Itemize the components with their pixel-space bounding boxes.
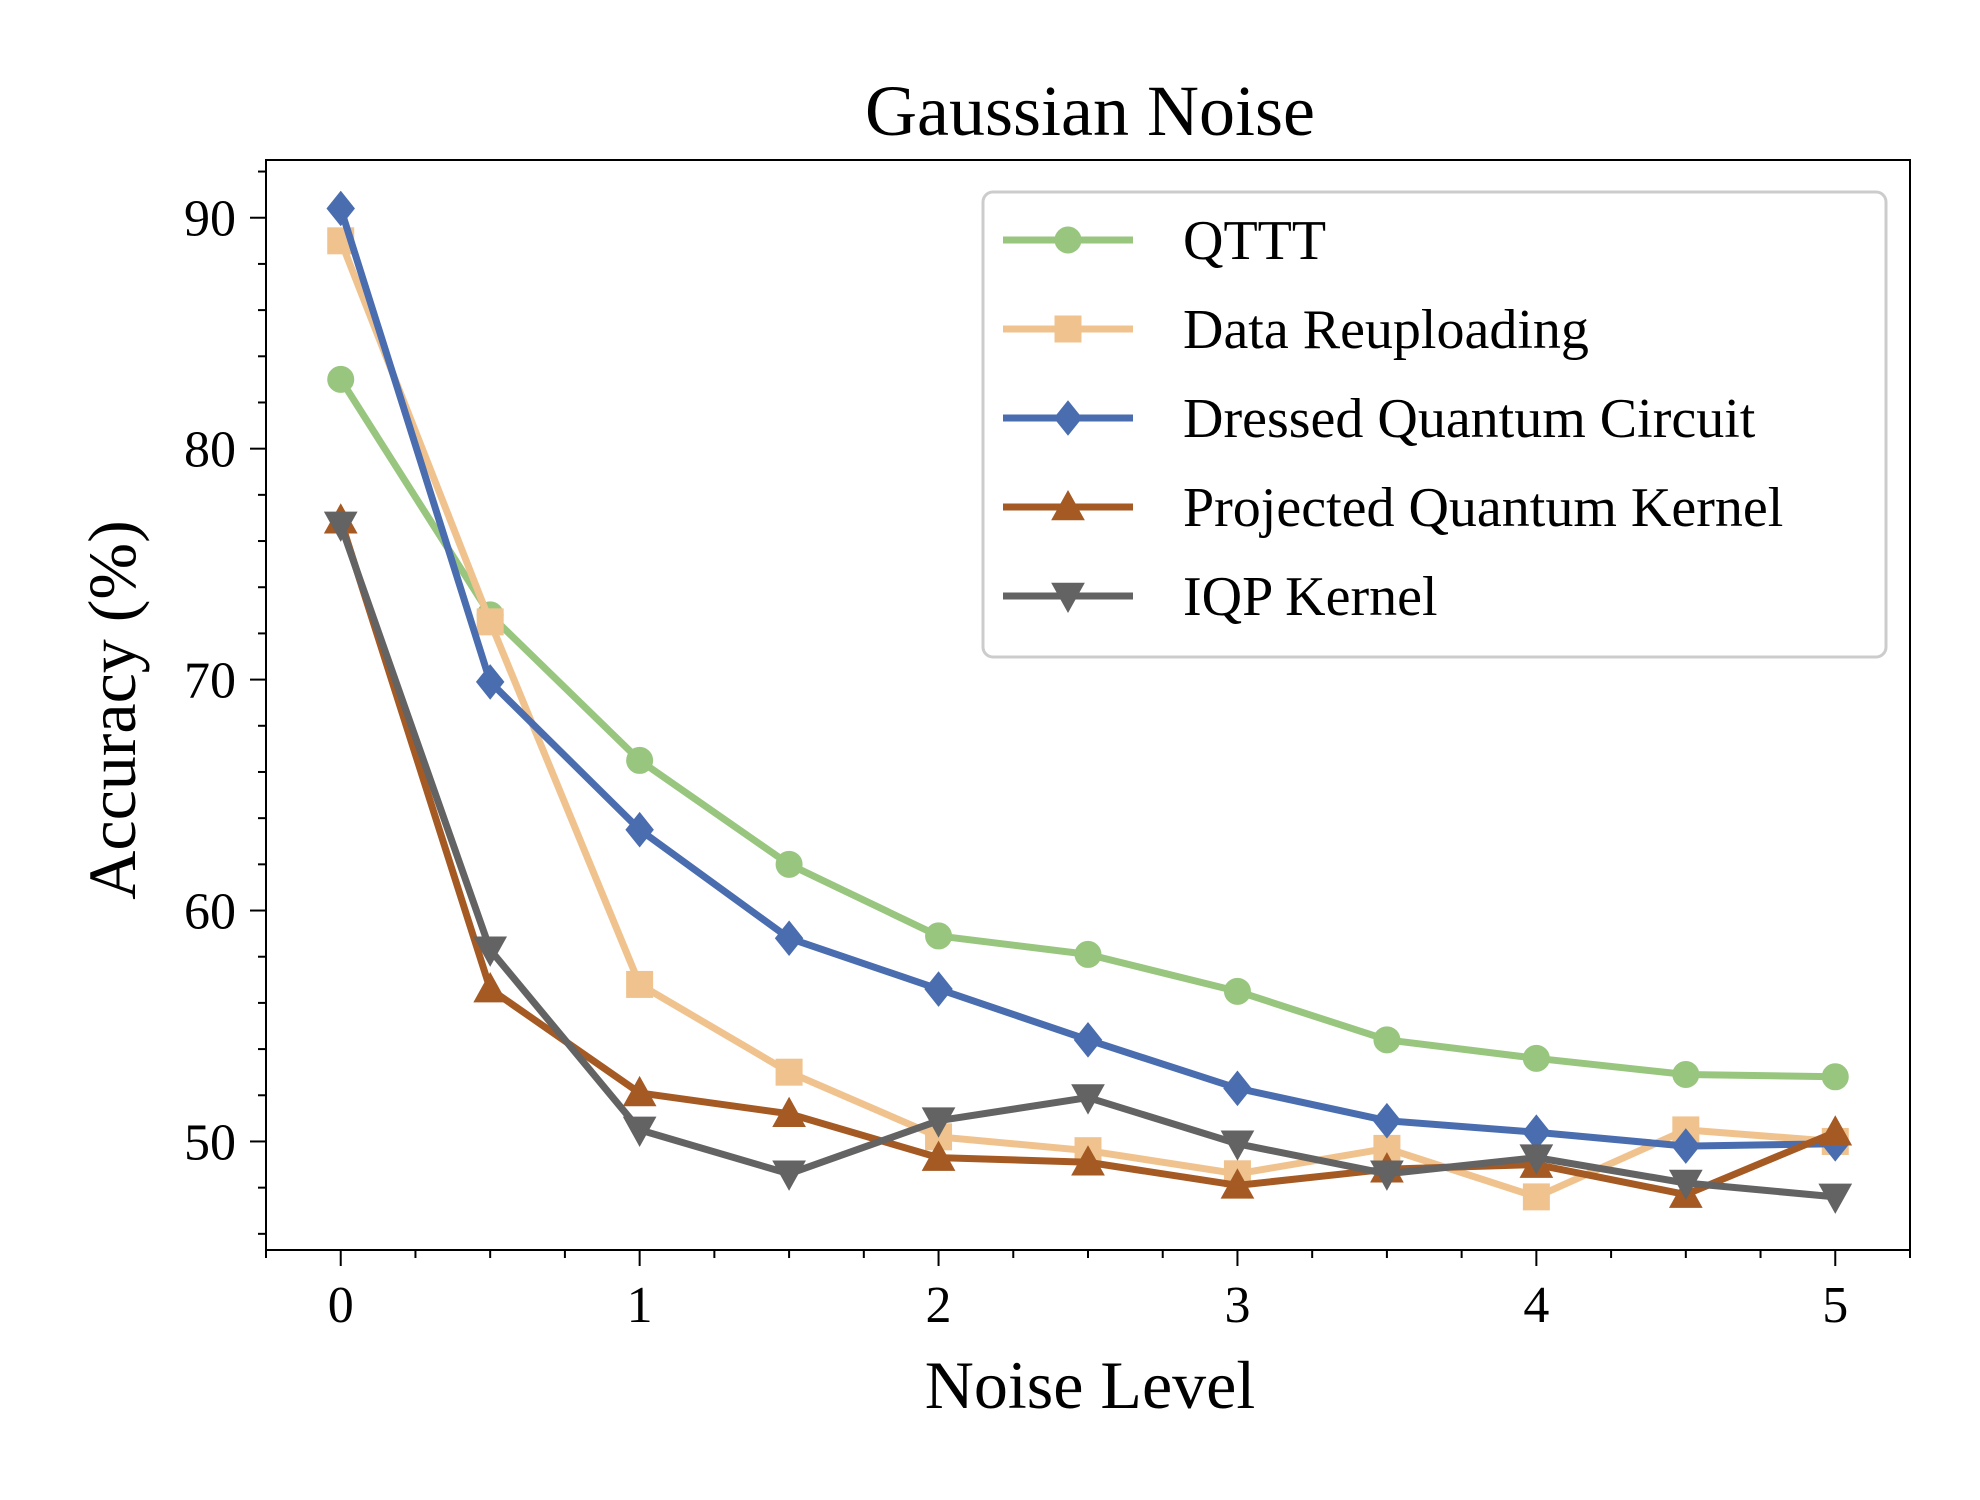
data-point: [323, 511, 358, 542]
data-point: [925, 922, 953, 950]
legend-entry: IQP Kernel: [1003, 566, 1438, 628]
legend-marker: [1053, 400, 1083, 436]
legend-box: [981, 190, 1888, 659]
data-point: [1370, 1160, 1404, 1191]
legend-label: Dressed Quantum Circuit: [1183, 388, 1756, 450]
data-point: [1522, 1114, 1551, 1151]
chart-title: Gaussian Noise: [865, 71, 1315, 151]
series-4: [323, 511, 1853, 1214]
data-point: [772, 1160, 806, 1191]
legend-marker: [1051, 582, 1085, 614]
y-tick-label: 60: [184, 884, 236, 941]
data-point: [1074, 940, 1102, 968]
series-2: [326, 190, 1850, 1164]
y-tick-label: 80: [184, 422, 236, 479]
legend-marker: [1054, 315, 1082, 343]
data-point: [921, 1107, 956, 1138]
data-point: [1373, 1026, 1401, 1054]
x-tick-label: 1: [627, 1277, 653, 1334]
data-point: [1071, 1145, 1105, 1176]
data-point: [1522, 1044, 1550, 1072]
data-point: [1671, 1128, 1701, 1164]
legend-label: QTTT: [1183, 210, 1326, 272]
y-axis-title: Accuracy (%): [74, 520, 150, 899]
legend: QTTT Data Reuploading Dressed Quantum Circ…: [981, 190, 1888, 659]
legend-label: IQP Kernel: [1183, 566, 1438, 628]
data-point: [1672, 1060, 1700, 1088]
x-axis-title: Noise Level: [925, 1347, 1255, 1423]
data-point: [772, 1096, 806, 1128]
x-tick-label: 3: [1224, 1277, 1250, 1334]
y-tick-label: 90: [184, 191, 236, 248]
y-tick-label: 50: [184, 1114, 236, 1171]
data-point: [1223, 1070, 1252, 1107]
data-point: [1522, 1183, 1550, 1211]
data-point: [1071, 1084, 1105, 1115]
legend-marker: [1051, 489, 1085, 521]
data-point: [326, 190, 355, 227]
legend-marker: [1054, 226, 1082, 254]
y-tick-label: 70: [184, 653, 236, 710]
data-point: [1220, 1168, 1255, 1199]
series-lines: [323, 190, 1853, 1214]
data-point: [775, 1058, 803, 1086]
data-point: [625, 811, 654, 848]
data-point: [774, 920, 804, 957]
series-0: [327, 365, 1849, 1091]
legend-entry: Data Reuploading: [1003, 299, 1589, 361]
data-point: [775, 850, 803, 878]
data-point: [1818, 1115, 1853, 1146]
legend-entry: QTTT: [1003, 210, 1326, 272]
x-tick-label: 5: [1822, 1277, 1848, 1334]
data-point: [473, 936, 508, 967]
data-point: [1372, 1102, 1402, 1139]
x-tick-label: 4: [1523, 1277, 1549, 1334]
data-point: [626, 746, 654, 774]
legend-label: Data Reuploading: [1183, 299, 1589, 361]
data-point: [1220, 1130, 1255, 1161]
data-point: [921, 1140, 956, 1171]
data-point: [924, 971, 953, 1007]
x-tick-label: 0: [328, 1277, 354, 1334]
y-axis-ticks: 50 60 70 80 90: [184, 170, 266, 1235]
data-point: [1821, 1063, 1849, 1091]
data-point: [327, 365, 355, 393]
data-point: [1668, 1169, 1703, 1201]
data-point: [626, 970, 654, 998]
x-tick-label: 2: [926, 1277, 952, 1334]
data-point: [476, 608, 504, 636]
data-point: [473, 972, 508, 1003]
data-point: [1223, 977, 1251, 1005]
data-point: [1818, 1183, 1853, 1214]
data-point: [622, 1075, 657, 1107]
legend-entry: Projected Quantum Kernel: [1003, 477, 1783, 539]
x-axis-ticks: 0 1 2 3 4 5: [265, 1250, 1911, 1334]
data-point: [475, 664, 505, 700]
data-point: [1073, 1022, 1103, 1058]
data-point: [1519, 1144, 1554, 1175]
data-point: [622, 1116, 657, 1147]
legend-entry: Dressed Quantum Circuit: [1003, 388, 1756, 450]
legend-label: Projected Quantum Kernel: [1183, 477, 1783, 539]
